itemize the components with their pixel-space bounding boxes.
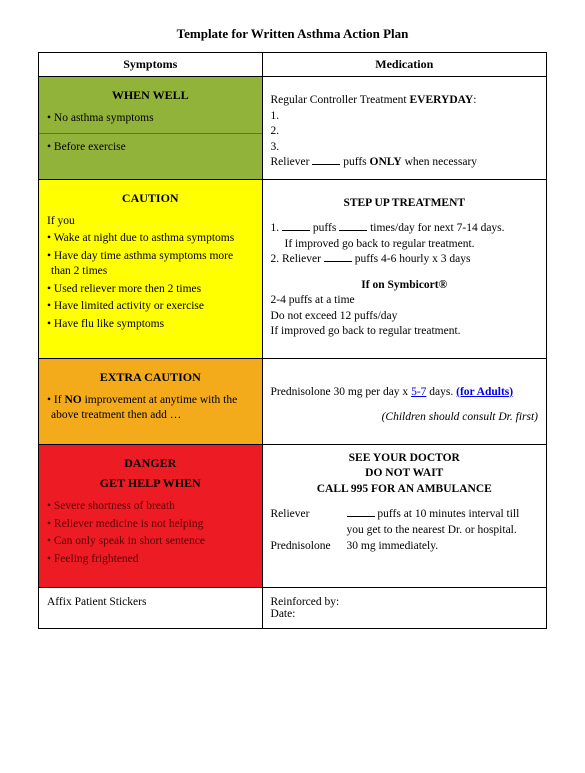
footer-reinforced: Reinforced by: — [271, 596, 538, 608]
well-med-num: 1. — [271, 109, 538, 125]
footer-date: Date: — [271, 608, 538, 620]
well-bullet: Before exercise — [47, 140, 254, 156]
col-symptoms-header: Symptoms — [39, 53, 263, 77]
caution-bullet: Wake at night due to asthma symptoms — [47, 231, 254, 247]
row-well: WHEN WELL No asthma symptoms Before exer… — [39, 77, 547, 180]
danger-med-h2: DO NOT WAIT — [365, 467, 443, 479]
caution-lead: If you — [47, 214, 254, 230]
footer-left: Affix Patient Stickers — [39, 588, 262, 616]
row-extra: EXTRA CAUTION If NO improvement at anyti… — [39, 358, 547, 444]
caution-bullet: Have flu like symptoms — [47, 317, 254, 333]
well-med-line: Regular Controller Treatment EVERYDAY: — [271, 93, 538, 109]
well-med-reliever: Reliever puffs ONLY when necessary — [271, 155, 538, 171]
danger-bullet: Can only speak in short sentence — [47, 534, 254, 550]
danger-header2: GET HELP WHEN — [47, 475, 254, 491]
symbicort-header: If on Symbicort® — [361, 279, 447, 291]
caution-med-line: If improved go back to regular treatment… — [271, 237, 538, 253]
danger-med-reliever: Reliever puffs at 10 minutes interval ti… — [271, 507, 538, 538]
extra-header: EXTRA CAUTION — [47, 369, 254, 385]
danger-bullet: Feeling frightened — [47, 552, 254, 568]
danger-med-pred: Prednisolone 30 mg immediately. — [271, 539, 538, 555]
days-link[interactable]: 5-7 — [411, 386, 426, 398]
well-med-num: 3. — [271, 140, 538, 156]
danger-bullet: Reliever medicine is not helping — [47, 517, 254, 533]
row-caution: CAUTION If you Wake at night due to asth… — [39, 179, 547, 358]
danger-med-h3: CALL 995 FOR AN AMBULANCE — [317, 483, 492, 495]
page-title: Template for Written Asthma Action Plan — [38, 26, 547, 42]
well-header: WHEN WELL — [47, 87, 254, 103]
header-row: Symptoms Medication — [39, 53, 547, 77]
extra-bullet: If NO improvement at anytime with the ab… — [47, 393, 254, 424]
caution-med-line: 2-4 puffs at a time — [271, 293, 538, 309]
caution-bullet: Have limited activity or exercise — [47, 299, 254, 315]
action-plan-table: Symptoms Medication WHEN WELL No asthma … — [38, 52, 547, 629]
danger-header: DANGER — [47, 455, 254, 471]
danger-bullet: Severe shortness of breath — [47, 499, 254, 515]
extra-med-children: (Children should consult Dr. first) — [271, 410, 538, 426]
danger-med-h1: SEE YOUR DOCTOR — [349, 452, 460, 464]
caution-med-line: 1. puffs times/day for next 7-14 days. — [271, 221, 538, 237]
caution-header: CAUTION — [47, 190, 254, 206]
col-medication-header: Medication — [262, 53, 546, 77]
extra-med-line: Prednisolone 30 mg per day x 5-7 days. (… — [271, 385, 538, 401]
caution-med-line: 2. Reliever puffs 4-6 hourly x 3 days — [271, 252, 538, 268]
caution-bullet: Used reliever more then 2 times — [47, 282, 254, 298]
row-footer: Affix Patient Stickers Reinforced by: Da… — [39, 588, 547, 629]
caution-bullet: Have day time asthma symptoms more than … — [47, 249, 254, 280]
row-danger: DANGER GET HELP WHEN Severe shortness of… — [39, 444, 547, 587]
well-bullet: No asthma symptoms — [47, 111, 254, 127]
well-med-num: 2. — [271, 124, 538, 140]
caution-med-line: Do not exceed 12 puffs/day — [271, 309, 538, 325]
stepup-header: STEP UP TREATMENT — [343, 197, 465, 209]
adults-link[interactable]: (for Adults) — [456, 386, 513, 398]
caution-med-line: If improved go back to regular treatment… — [271, 324, 538, 340]
